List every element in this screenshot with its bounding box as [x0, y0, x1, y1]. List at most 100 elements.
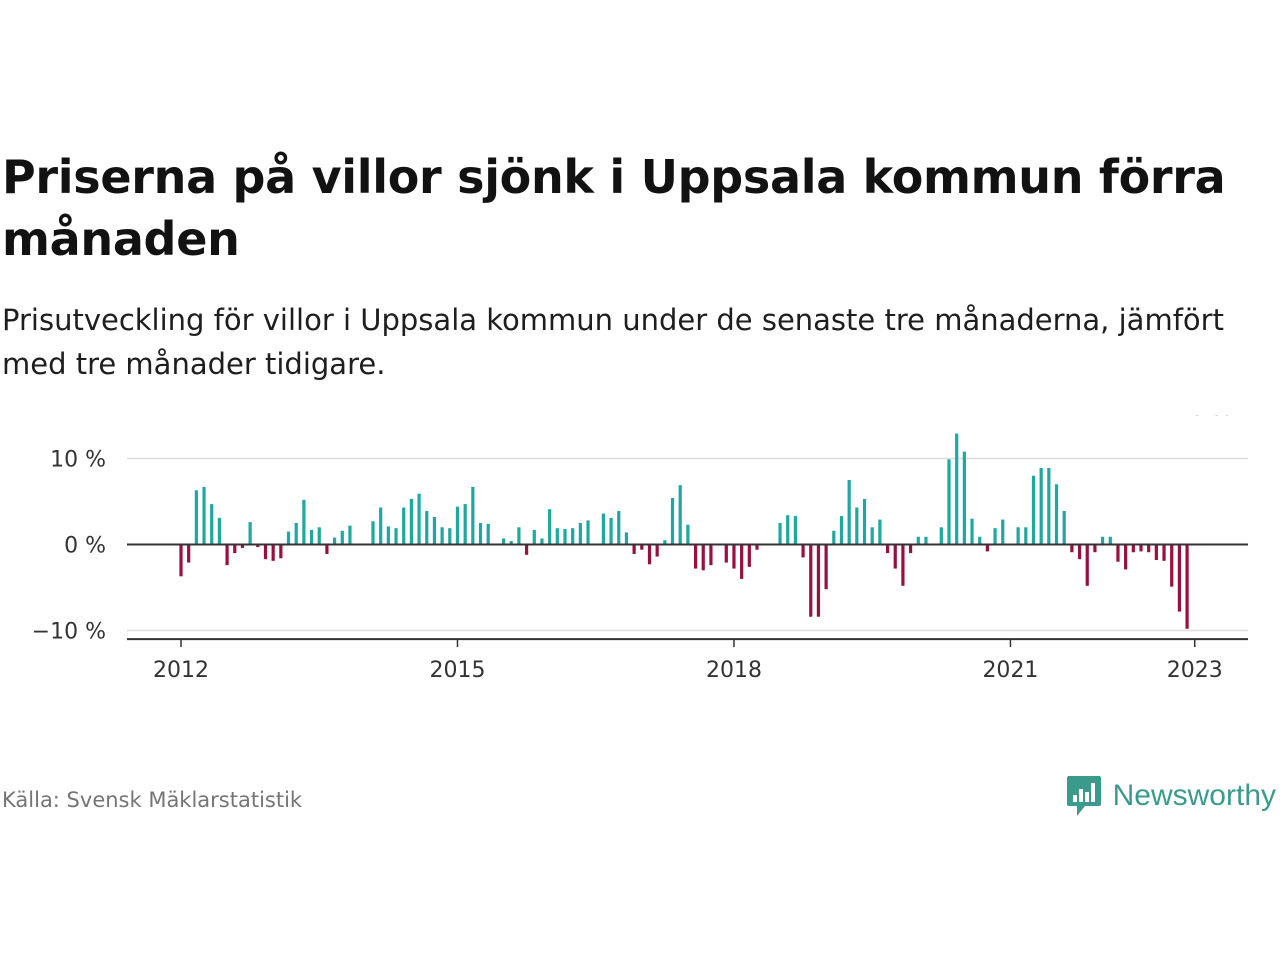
x-tick-label: 2012: [153, 658, 209, 683]
brand-name: Newsworthy: [1112, 779, 1276, 812]
bar: [885, 544, 890, 554]
x-axis-labels: 2012 2015 2018 2021 2023: [153, 658, 1223, 683]
bar: [202, 486, 206, 545]
bar: [478, 523, 483, 545]
bar: [1185, 544, 1189, 629]
bar: [1108, 536, 1112, 545]
bar: [217, 517, 221, 545]
bar: [1093, 544, 1097, 553]
bar: [1101, 536, 1105, 545]
bar: [432, 516, 437, 545]
bar: [463, 504, 467, 545]
bar: [1085, 544, 1089, 586]
bar: [509, 541, 513, 545]
bar: [993, 528, 997, 545]
bar: [816, 544, 821, 617]
newsworthy-icon: [1066, 776, 1101, 816]
bar: [824, 544, 828, 590]
bar: [893, 544, 897, 569]
bar: [809, 544, 813, 617]
bar: [970, 518, 974, 545]
bar: [1054, 484, 1059, 545]
bar: [901, 544, 905, 586]
bar: [878, 519, 882, 545]
x-tick-label: 2021: [982, 658, 1038, 683]
bar: [333, 537, 337, 545]
bar: [348, 525, 352, 545]
bar: [916, 536, 920, 545]
bar: [248, 522, 252, 545]
bar: [663, 540, 667, 545]
y-tick-label: 0 %: [64, 534, 106, 559]
bar: [571, 528, 575, 545]
bar: [655, 544, 659, 557]
bar: [755, 544, 759, 550]
bar: [601, 513, 605, 545]
bar: [924, 536, 928, 545]
bar: [525, 544, 529, 555]
bar: [517, 527, 521, 545]
bar: [1131, 544, 1135, 553]
y-tick-label: −10 %: [32, 620, 106, 645]
bar: [1031, 475, 1036, 545]
bar: [962, 451, 966, 545]
source-note: Källa: Svensk Mäklarstatistik: [2, 788, 303, 812]
bar: [240, 544, 245, 548]
bar: [286, 531, 291, 545]
bar: [425, 510, 429, 545]
bar: [555, 528, 559, 545]
bar: [778, 523, 782, 545]
bar: [394, 528, 398, 545]
bar: [486, 523, 490, 545]
bar: [1001, 519, 1005, 545]
bar: [678, 485, 682, 545]
gridlines: [127, 457, 1248, 632]
bar: [548, 509, 552, 545]
bar: [647, 544, 652, 565]
bar: [1154, 544, 1158, 560]
bar: [1062, 510, 1066, 545]
bar: [440, 527, 444, 545]
bar: [870, 527, 874, 545]
bar: [909, 544, 913, 554]
bar: [747, 544, 751, 567]
bar: [786, 515, 790, 545]
bar: [386, 526, 390, 545]
bar: [409, 498, 413, 545]
page-title: Priserna på villor sjönk i Uppsala kommu…: [2, 150, 1226, 266]
bar: [340, 530, 344, 545]
bar: [1016, 527, 1020, 545]
bar: [179, 544, 183, 577]
bar: [978, 536, 982, 545]
bar: [1139, 544, 1143, 552]
bar: [532, 529, 536, 545]
bar: [1070, 544, 1074, 553]
bar: [1039, 467, 1043, 545]
bar: [985, 544, 989, 552]
bar: [371, 521, 375, 545]
bar: [632, 544, 636, 554]
bar: [709, 544, 713, 566]
bar: [640, 544, 644, 550]
x-tick-label: 2018: [706, 658, 762, 683]
bar: [1077, 544, 1082, 560]
x-tick-label: 2023: [1167, 658, 1223, 683]
y-tick-label: 10 %: [50, 448, 106, 473]
bar: [225, 544, 229, 566]
bar: [801, 544, 805, 558]
bar: [271, 544, 275, 561]
bar: [187, 544, 191, 563]
bar: [578, 523, 582, 545]
bar: [233, 544, 237, 554]
bar: [586, 520, 590, 545]
bar: [1147, 544, 1151, 553]
bar: [724, 544, 728, 563]
newsworthy-logo: Newsworthy: [1065, 774, 1276, 818]
bar: [701, 544, 705, 571]
bar: [294, 523, 298, 545]
bar: [279, 544, 283, 559]
bar: [379, 507, 383, 545]
bar: [624, 532, 629, 545]
bar: [1162, 544, 1166, 561]
bar: [939, 527, 943, 545]
